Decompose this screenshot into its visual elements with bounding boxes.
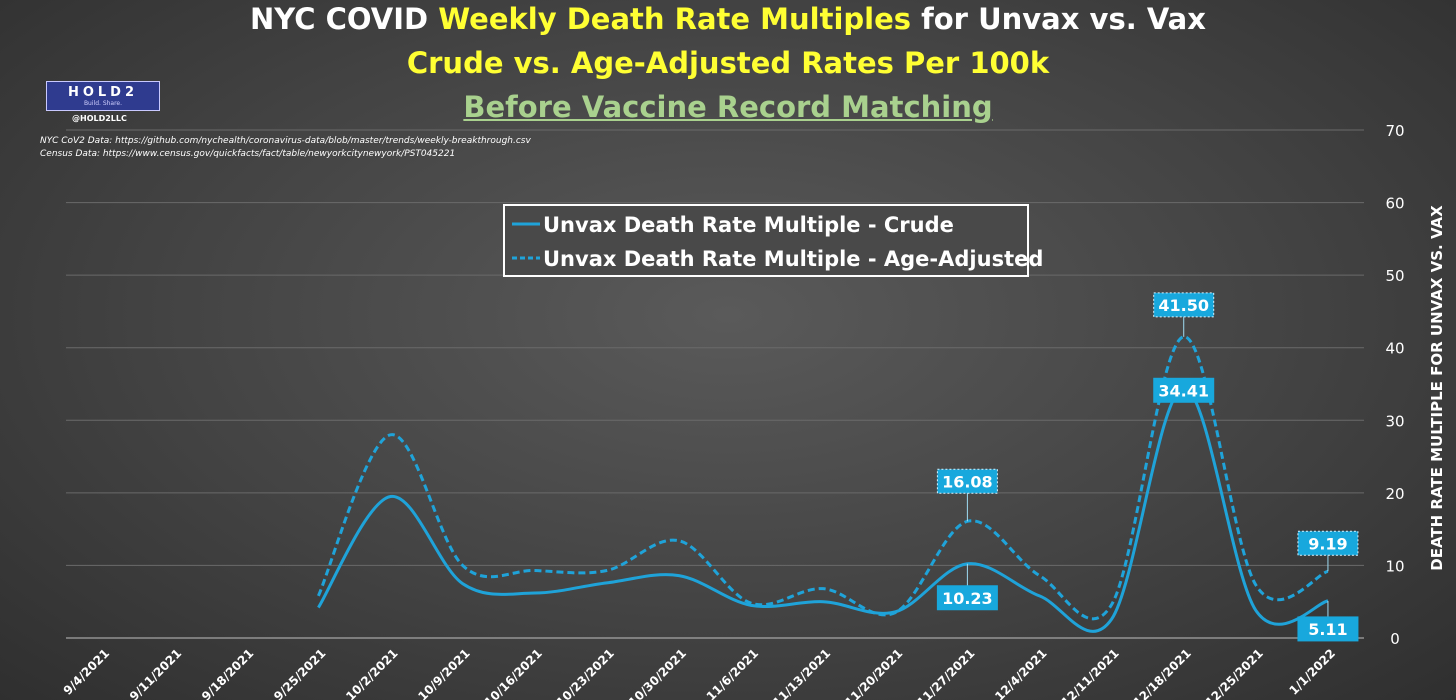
data-label-text: 9.19 (1308, 534, 1347, 553)
legend-box (503, 204, 1029, 277)
x-tick-label: 1/1/2022 (1287, 646, 1339, 698)
data-label: 41.50 (1153, 292, 1215, 337)
data-label-box (936, 585, 998, 611)
y-tick-label: 60 (1385, 195, 1404, 213)
x-tick-label: 11/13/2021 (770, 646, 833, 700)
chart-subtitle-underlined: Before Vaccine Record Matching (463, 90, 993, 124)
x-tick-label: 9/11/2021 (127, 646, 184, 700)
x-tick-label: 11/6/2021 (704, 646, 761, 700)
data-label: 16.08 (936, 468, 998, 522)
x-tick-label: 10/16/2021 (482, 646, 545, 700)
x-tick-label: 10/2/2021 (343, 646, 400, 700)
y-tick-label: 30 (1385, 412, 1404, 430)
y-tick-label: 40 (1385, 340, 1404, 358)
y-tick-label: 70 (1385, 122, 1404, 140)
x-tick-label: 9/4/2021 (61, 646, 113, 698)
x-tick-label: 9/18/2021 (199, 646, 256, 700)
data-label-box (1297, 530, 1359, 556)
x-tick-label: 12/4/2021 (992, 646, 1049, 700)
y-tick-label: 20 (1385, 485, 1404, 503)
y-tick-label: 10 (1385, 557, 1404, 575)
title-suffix: for Unvax vs. Vax (911, 2, 1206, 36)
title-prefix: NYC COVID (250, 2, 439, 36)
legend: Unvax Death Rate Multiple - Crude Unvax D… (503, 204, 1043, 277)
y-axis-title: DEATH RATE MULTIPLE FOR UNVAX VS. VAX (1428, 205, 1446, 571)
y-tick-label: 50 (1385, 267, 1404, 285)
logo-text: HOLD2 (67, 85, 139, 100)
title-highlight: Weekly Death Rate Multiples (438, 2, 912, 36)
x-tick-label: 12/25/2021 (1203, 646, 1266, 700)
data-label-box (1297, 616, 1359, 642)
x-tick-label: 11/20/2021 (842, 646, 905, 700)
data-label-text: 41.50 (1158, 296, 1209, 315)
data-label-text: 34.41 (1158, 381, 1209, 400)
source-nyc: NYC CoV2 Data: https://github.com/nychea… (40, 136, 531, 146)
data-label-text: 5.11 (1308, 620, 1347, 639)
legend-label: Unvax Death Rate Multiple - Age-Adjusted (543, 247, 1043, 271)
chart-title-line1: NYC COVID Weekly Death Rate Multiples fo… (0, 2, 1456, 36)
hold2-logo: HOLD2 Build. Share. (46, 81, 160, 111)
data-label-text: 16.08 (942, 472, 993, 491)
x-tick-label: 10/9/2021 (415, 646, 472, 700)
data-label: 10.23 (936, 563, 998, 611)
logo-handle: @HOLD2LLC (72, 114, 127, 123)
x-tick-label: 9/25/2021 (271, 646, 328, 700)
data-label-box (1153, 377, 1215, 403)
source-census: Census Data: https://www.census.gov/quic… (40, 149, 456, 159)
y-tick-label: 0 (1390, 630, 1400, 648)
x-tick-label: 11/27/2021 (914, 646, 977, 700)
x-tick-label: 12/18/2021 (1131, 646, 1194, 700)
chart-subtitle: Crude vs. Age-Adjusted Rates Per 100k (406, 46, 1050, 80)
data-label: 9.19 (1297, 530, 1359, 572)
x-tick-label: 12/11/2021 (1058, 646, 1121, 700)
series-line-age-adjusted (317, 335, 1329, 621)
data-label: 34.41 (1153, 377, 1215, 403)
legend-label: Unvax Death Rate Multiple - Crude (543, 213, 954, 237)
x-tick-label: 10/23/2021 (554, 646, 617, 700)
data-label-text: 10.23 (942, 589, 993, 608)
data-label-box (936, 468, 998, 494)
logo-tagline: Build. Share. (83, 100, 123, 107)
x-tick-label: 10/30/2021 (626, 646, 689, 700)
data-label-box (1153, 292, 1215, 318)
data-label: 5.11 (1297, 600, 1359, 642)
series-line-crude (317, 386, 1329, 633)
